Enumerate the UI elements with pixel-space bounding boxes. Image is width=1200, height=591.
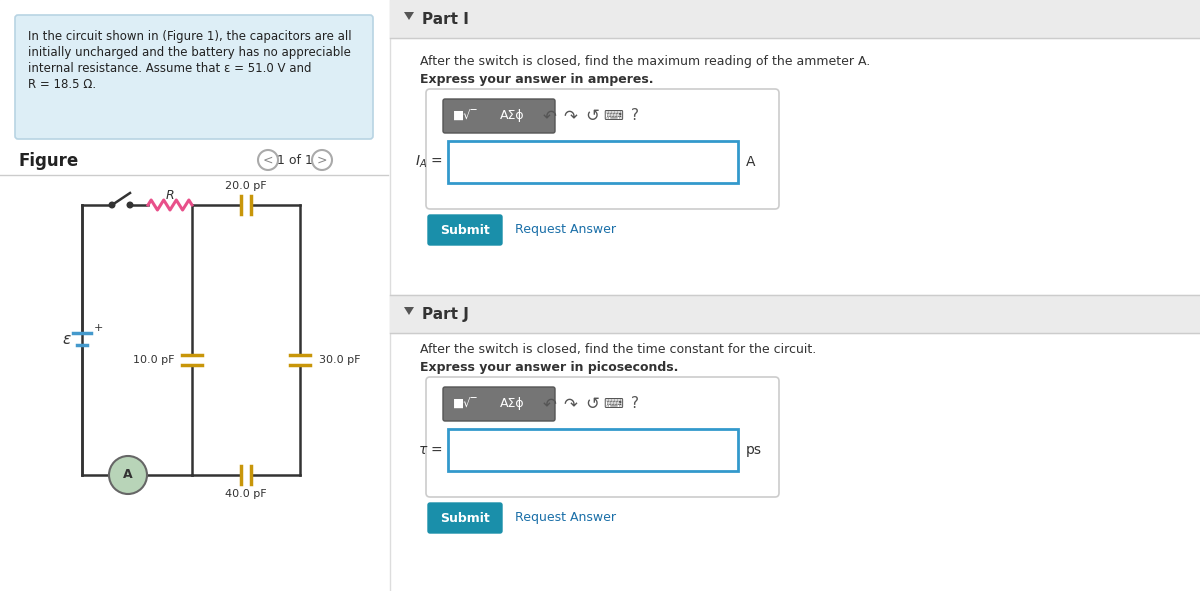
- Text: Submit: Submit: [440, 511, 490, 524]
- Text: Express your answer in amperes.: Express your answer in amperes.: [420, 73, 654, 86]
- Text: ?: ?: [631, 397, 640, 411]
- Bar: [390, 295, 1200, 333]
- Text: ΑΣϕ: ΑΣϕ: [500, 109, 524, 122]
- Bar: [448, 429, 738, 471]
- Polygon shape: [404, 307, 414, 315]
- Text: ↶: ↶: [544, 107, 557, 125]
- Text: Request Answer: Request Answer: [515, 223, 616, 236]
- Bar: [0, 0, 390, 591]
- Circle shape: [127, 202, 133, 208]
- Bar: [390, 0, 1200, 591]
- FancyBboxPatch shape: [443, 99, 554, 133]
- Text: <: <: [263, 154, 274, 167]
- Text: Express your answer in picoseconds.: Express your answer in picoseconds.: [420, 361, 678, 374]
- Text: ■√‾: ■√‾: [454, 398, 478, 411]
- Text: 40.0 pF: 40.0 pF: [226, 489, 266, 499]
- FancyBboxPatch shape: [426, 89, 779, 209]
- Text: $I_A$ =: $I_A$ =: [415, 154, 443, 170]
- Text: R: R: [166, 189, 174, 202]
- Text: ↺: ↺: [586, 395, 599, 413]
- Text: ↷: ↷: [563, 395, 577, 413]
- Circle shape: [109, 202, 115, 208]
- Text: A: A: [746, 155, 756, 169]
- Text: Figure: Figure: [18, 152, 78, 170]
- Bar: [448, 141, 738, 183]
- Text: $\tau$ =: $\tau$ =: [418, 443, 443, 457]
- Text: ΑΣϕ: ΑΣϕ: [500, 398, 524, 411]
- FancyBboxPatch shape: [426, 377, 779, 497]
- Text: ?: ?: [631, 109, 640, 124]
- Text: Submit: Submit: [440, 223, 490, 236]
- Text: >: >: [317, 154, 328, 167]
- Text: After the switch is closed, find the maximum reading of the ammeter A.: After the switch is closed, find the max…: [420, 55, 870, 68]
- Text: In the circuit shown in (Figure 1), the capacitors are all: In the circuit shown in (Figure 1), the …: [28, 30, 352, 43]
- Text: ↷: ↷: [563, 107, 577, 125]
- Text: ⌨: ⌨: [604, 109, 623, 123]
- Text: Part I: Part I: [422, 11, 469, 27]
- Text: 10.0 pF: 10.0 pF: [133, 355, 175, 365]
- FancyBboxPatch shape: [443, 387, 554, 421]
- Text: After the switch is closed, find the time constant for the circuit.: After the switch is closed, find the tim…: [420, 343, 816, 356]
- Text: 30.0 pF: 30.0 pF: [319, 355, 361, 365]
- Text: Part J: Part J: [422, 307, 469, 322]
- Text: internal resistance. Assume that ε = 51.0 V and: internal resistance. Assume that ε = 51.…: [28, 62, 312, 75]
- Text: ⌨: ⌨: [604, 397, 623, 411]
- Circle shape: [109, 456, 148, 494]
- FancyBboxPatch shape: [428, 503, 502, 533]
- Text: Request Answer: Request Answer: [515, 511, 616, 524]
- Bar: [390, 0, 1200, 38]
- Text: 20.0 pF: 20.0 pF: [226, 181, 266, 191]
- Text: ε: ε: [62, 333, 71, 348]
- Text: ↺: ↺: [586, 107, 599, 125]
- Text: ps: ps: [746, 443, 762, 457]
- Text: +: +: [94, 323, 103, 333]
- Text: A: A: [124, 469, 133, 482]
- Text: ↶: ↶: [544, 395, 557, 413]
- FancyBboxPatch shape: [14, 15, 373, 139]
- Polygon shape: [404, 12, 414, 20]
- Text: ■√‾: ■√‾: [454, 109, 478, 122]
- Text: initially uncharged and the battery has no appreciable: initially uncharged and the battery has …: [28, 46, 350, 59]
- Text: 1 of 1: 1 of 1: [277, 154, 313, 167]
- FancyBboxPatch shape: [428, 215, 502, 245]
- Text: R = 18.5 Ω.: R = 18.5 Ω.: [28, 78, 96, 91]
